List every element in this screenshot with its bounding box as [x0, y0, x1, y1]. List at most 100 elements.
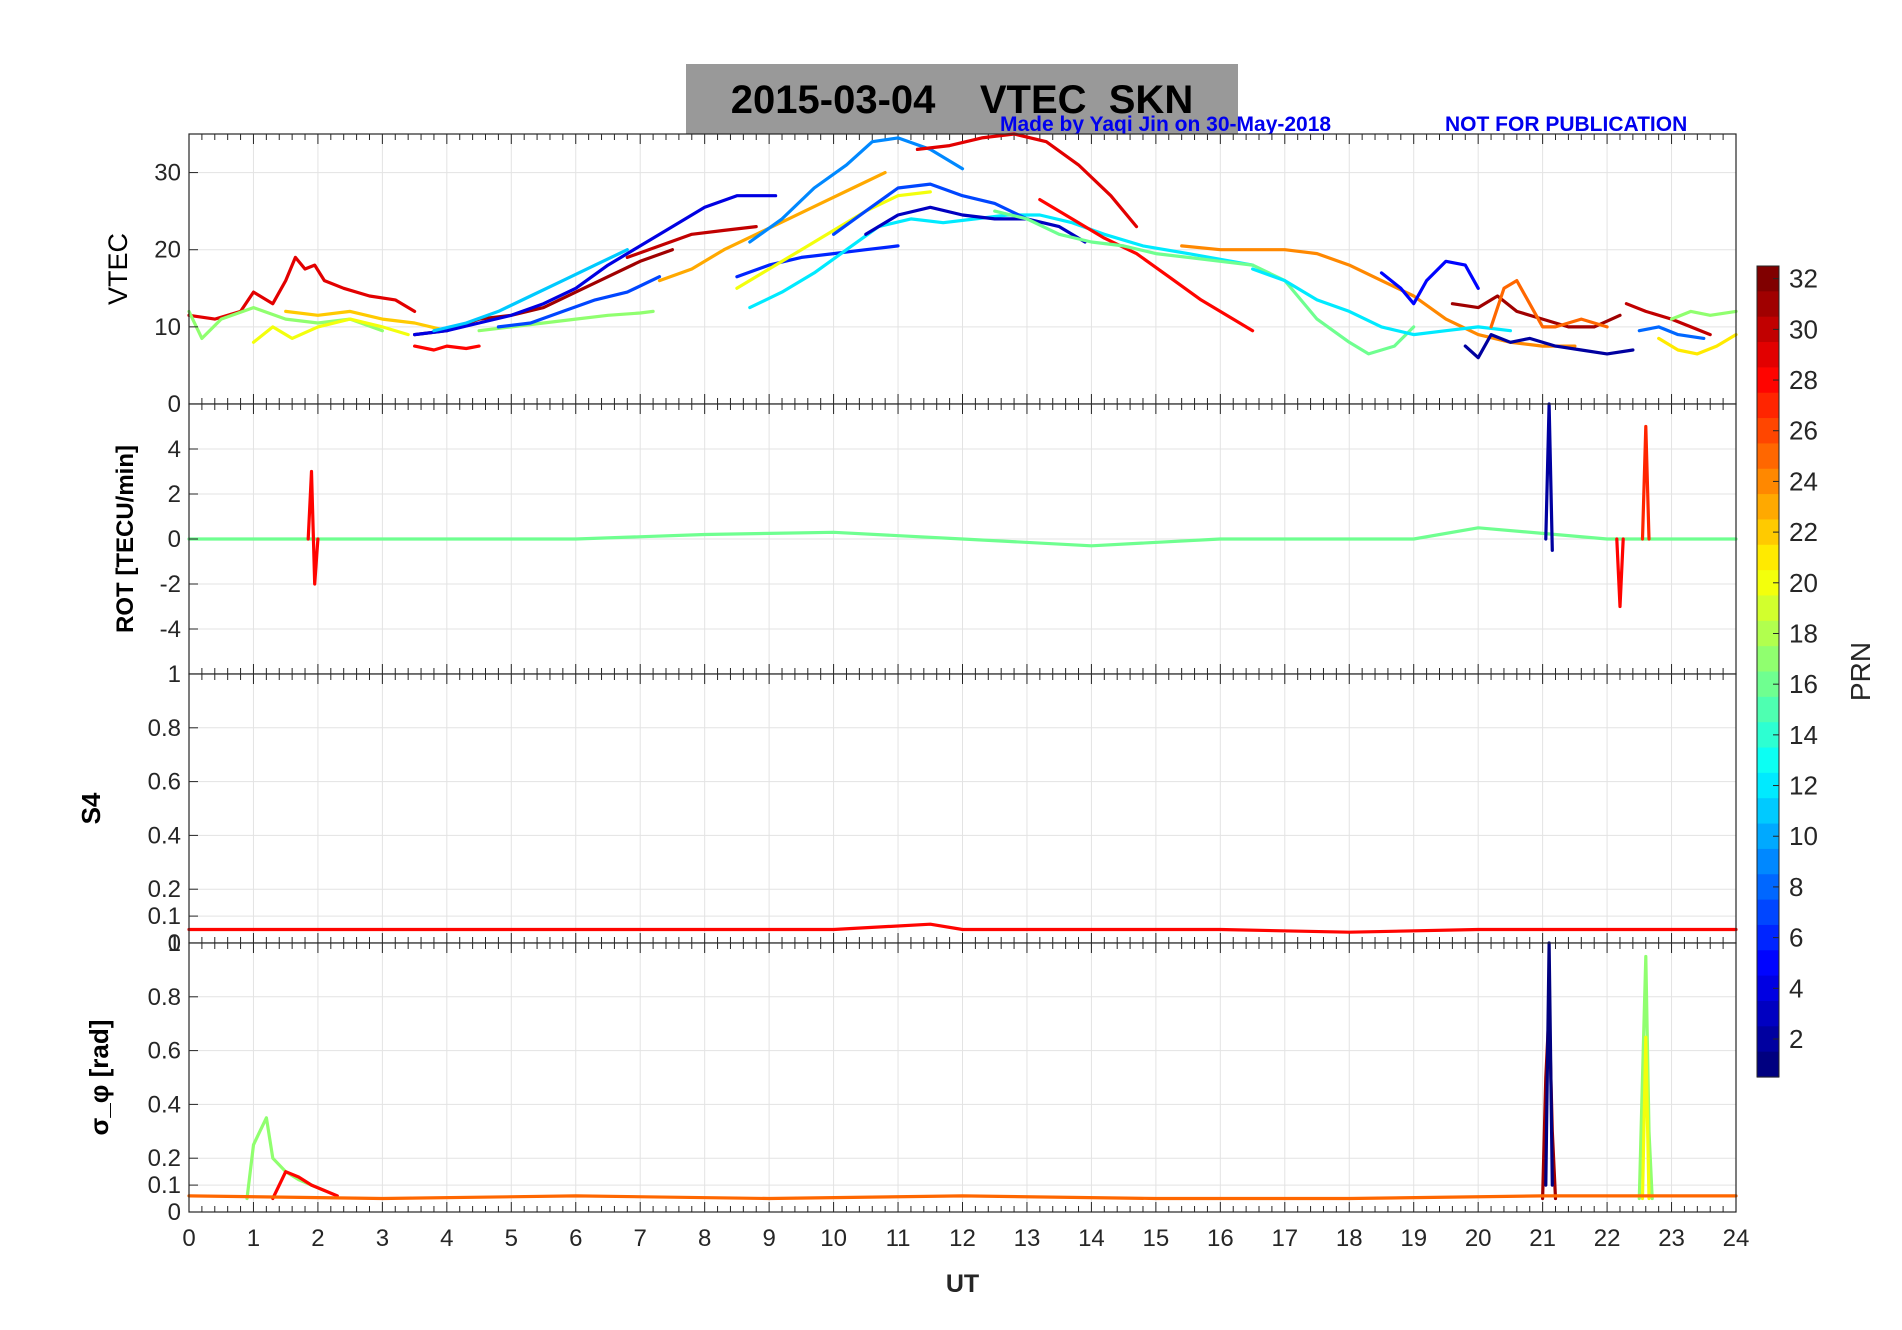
colorbar-tick-label: 4 — [1789, 973, 1803, 1003]
colorbar-border — [1756, 265, 1780, 1078]
series-prn-28-dip — [1615, 537, 1625, 609]
colorbar-segment — [1757, 899, 1779, 926]
x-tick-label: 18 — [1336, 1225, 1363, 1252]
colorbar-tick-label: 22 — [1789, 517, 1818, 547]
x-tick-label: 10 — [820, 1225, 847, 1252]
colorbar-segment — [1757, 671, 1779, 698]
colorbar-tick-label: 10 — [1789, 821, 1818, 851]
series-prn-28-early — [271, 1170, 339, 1201]
series-prn-2 — [1463, 333, 1635, 360]
colorbar-tick-label: 28 — [1789, 365, 1818, 395]
series-prn-31b — [1450, 294, 1622, 329]
y-tick-label: 0.6 — [148, 769, 181, 796]
series-prn-29b — [915, 132, 1139, 229]
colorbar-tick-label: 24 — [1789, 466, 1818, 496]
series-prn-21 — [1657, 333, 1738, 356]
y-tick-label: 0.1 — [148, 903, 181, 930]
colorbar-segment — [1757, 975, 1779, 1002]
colorbar-segment — [1757, 468, 1779, 495]
colorbar-segment — [1757, 874, 1779, 901]
colorbar-segment — [1757, 418, 1779, 445]
colorbar-tick-label: 18 — [1789, 618, 1818, 648]
y-tick-label: 0.4 — [148, 822, 181, 849]
x-tick-label: 2 — [311, 1225, 324, 1252]
y-tick-label: 0.8 — [148, 715, 181, 742]
colorbar-label: PRN — [1845, 642, 1876, 701]
colorbar-segment — [1757, 823, 1779, 850]
series-phase-baseline — [187, 1194, 1738, 1201]
colorbar-tick-label: 6 — [1789, 923, 1803, 953]
y-tick-label: 0.1 — [148, 1172, 181, 1199]
colorbar-tick-label: 30 — [1789, 314, 1818, 344]
colorbar-tick-label: 2 — [1789, 1024, 1803, 1054]
title-label: VTEC SKN — [979, 77, 1194, 122]
colorbar-tick-label: 12 — [1789, 771, 1818, 801]
colorbar-segment — [1757, 620, 1779, 647]
series-prn-4 — [413, 194, 778, 337]
series-prn-11 — [432, 248, 629, 333]
y-tick-label: 0 — [168, 930, 181, 957]
series-prn-7 — [496, 275, 662, 329]
y-tick-label: 4 — [168, 436, 181, 463]
y-tick-label: 0.4 — [148, 1091, 181, 1118]
colorbar-segment — [1757, 570, 1779, 597]
x-tick-label: 23 — [1658, 1225, 1685, 1252]
x-tick-label: 24 — [1723, 1225, 1750, 1252]
colorbar-segment — [1757, 443, 1779, 470]
series-prn-20b — [735, 190, 932, 290]
y-tick-label: -2 — [160, 571, 181, 598]
y-tick-label: 1 — [168, 930, 181, 957]
x-tick-label: 20 — [1465, 1225, 1492, 1252]
x-tick-label: 19 — [1400, 1225, 1427, 1252]
colorbar-segment — [1757, 1000, 1779, 1027]
colorbar-segment — [1757, 1051, 1779, 1078]
panel-1-ylabel: VTEC — [103, 233, 133, 305]
x-tick-label: 9 — [762, 1225, 775, 1252]
series-prn-17-spike-22-6ut — [1637, 954, 1654, 1201]
y-tick-label: 30 — [154, 160, 181, 187]
series-prn-30 — [625, 225, 758, 259]
colorbar-segment — [1757, 494, 1779, 521]
y-tick-label: 2 — [168, 481, 181, 508]
series-s4-all-prns-baseline- — [187, 922, 1738, 934]
series-prn-29 — [187, 255, 417, 321]
credit-note: Made by Yaqi Jin on 30-May-2018 — [1000, 113, 1332, 136]
series-prn-28-spike — [306, 469, 320, 586]
x-tick-label: 22 — [1594, 1225, 1621, 1252]
x-tick-label: 16 — [1207, 1225, 1234, 1252]
colorbar-segment — [1757, 696, 1779, 723]
series-prn-7b — [831, 182, 1029, 236]
colorbar-segment — [1757, 798, 1779, 825]
x-tick-label: 21 — [1529, 1225, 1556, 1252]
y-tick-label: 0 — [168, 391, 181, 418]
publication-notice: NOT FOR PUBLICATION — [1445, 113, 1688, 136]
series-prn-25 — [1489, 279, 1609, 329]
y-tick-label: 20 — [154, 237, 181, 264]
colorbar-tick-label: 26 — [1789, 416, 1818, 446]
colorbar-segment — [1757, 392, 1779, 419]
panel-4-ylabel: σ_φ [rad] — [84, 1020, 114, 1136]
colorbar-tick-label: 8 — [1789, 872, 1803, 902]
series-prn-8 — [1637, 325, 1706, 340]
panel-4-border — [188, 942, 1737, 1213]
y-tick-label: 0.8 — [148, 984, 181, 1011]
colorbar-segment — [1757, 367, 1779, 394]
chart-title: 2015-03-04 VTEC SKN — [686, 64, 1238, 136]
x-tick-label: 4 — [440, 1225, 453, 1252]
series-prn-28 — [413, 344, 481, 352]
colorbar-segment — [1757, 646, 1779, 673]
colorbar-tick-label: 20 — [1789, 568, 1818, 598]
y-tick-label: 0 — [168, 1199, 181, 1226]
series-prn-17c — [1669, 309, 1738, 321]
colorbar-segment — [1757, 950, 1779, 977]
series-prn-16 — [993, 209, 1416, 356]
colorbar-segment — [1757, 848, 1779, 875]
colorbar-segment — [1757, 722, 1779, 749]
x-tick-label: 6 — [569, 1225, 582, 1252]
x-tick-label: 7 — [634, 1225, 647, 1252]
y-tick-label: -4 — [160, 616, 181, 643]
colorbar-segment — [1757, 266, 1779, 292]
series-prn-12b — [1250, 267, 1513, 337]
colorbar-segment — [1757, 924, 1779, 951]
